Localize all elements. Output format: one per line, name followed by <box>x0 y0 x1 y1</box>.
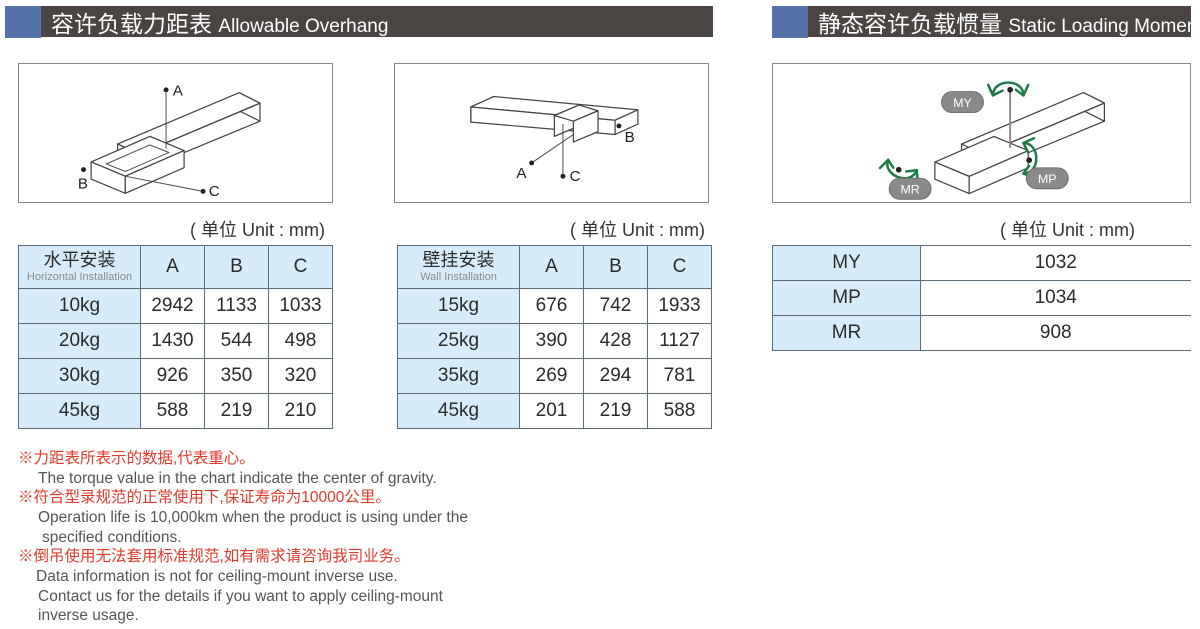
svg-text:C: C <box>570 168 581 185</box>
svg-text:A: A <box>173 83 184 100</box>
svg-text:MR: MR <box>900 183 919 197</box>
svg-text:A: A <box>516 165 527 182</box>
svg-text:C: C <box>209 183 220 200</box>
svg-text:MY: MY <box>953 96 972 110</box>
svg-text:B: B <box>625 129 635 146</box>
svg-text:MP: MP <box>1038 172 1057 186</box>
svg-text:B: B <box>78 176 88 193</box>
